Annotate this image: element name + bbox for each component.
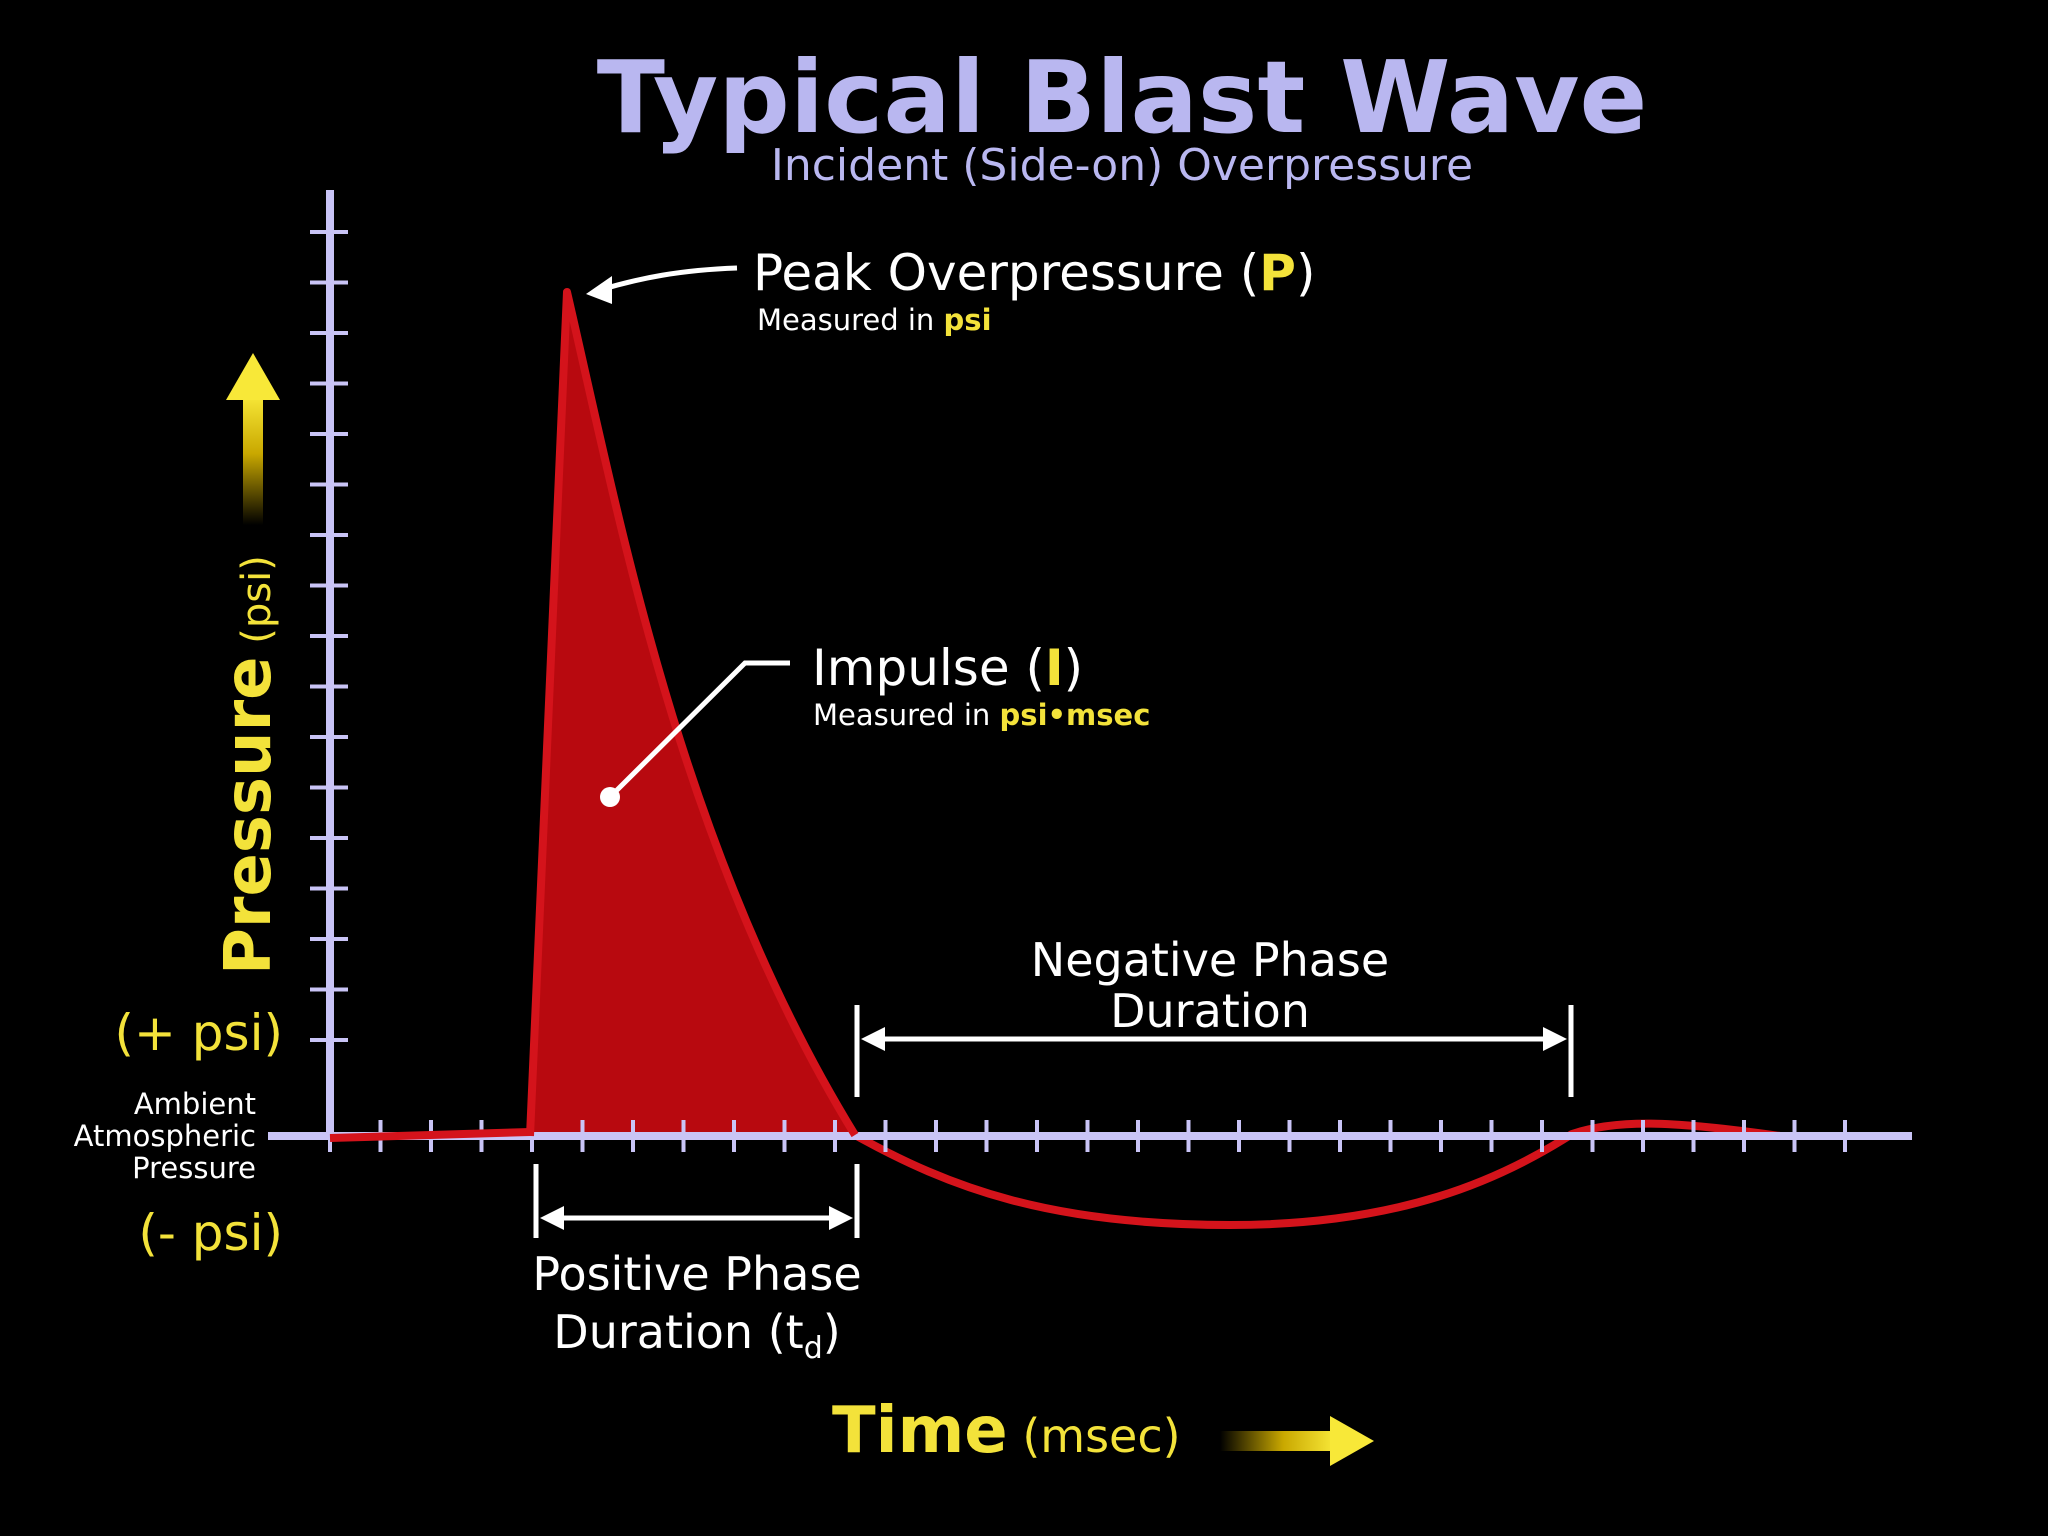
peak-pointer-line xyxy=(599,265,738,293)
impulse-marker-dot xyxy=(600,787,620,807)
positive-phase-line2: Duration (td) xyxy=(553,1305,840,1366)
ambient-label-line3: Pressure xyxy=(132,1151,256,1185)
peak-note: Measured in psi xyxy=(757,303,992,337)
negative-phase-line1: Negative Phase xyxy=(1031,933,1389,987)
peak-note-prefix: Measured in xyxy=(757,303,934,337)
impulse-note-unit: psi•msec xyxy=(1000,698,1151,732)
x-axis-label: Time xyxy=(832,1394,1008,1468)
impulse-symbol-letter: I xyxy=(1045,639,1064,697)
positive-phase-right-arrowhead-icon xyxy=(829,1206,853,1230)
positive-phase-line2-prefix: Duration (t xyxy=(553,1305,803,1359)
arrow-up-icon-shaft xyxy=(243,395,263,525)
positive-phase-left-arrowhead-icon xyxy=(540,1206,564,1230)
peak-symbol-open: ( xyxy=(1240,244,1260,302)
peak-arrowhead-icon xyxy=(586,276,612,304)
positive-psi-label: (+ psi) xyxy=(115,1004,283,1062)
impulse-label: Impulse (I) xyxy=(812,639,1083,697)
x-axis-unit: (msec) xyxy=(1022,1409,1180,1463)
impulse-label-text: Impulse xyxy=(812,639,1010,697)
y-axis-label: Pressure xyxy=(212,656,286,975)
y-axis-title: Pressure (psi) xyxy=(212,555,286,975)
y-axis-ticks xyxy=(310,230,348,1042)
ambient-label-line2: Atmospheric xyxy=(74,1119,256,1153)
peak-annotation: Peak Overpressure (P) Measured in psi xyxy=(586,244,1315,337)
impulse-note: Measured in psi•msec xyxy=(813,698,1150,732)
negative-phase-curve xyxy=(853,1119,1781,1230)
impulse-annotation: Impulse (I) Measured in psi•msec xyxy=(600,639,1150,807)
arrow-right-icon-shaft xyxy=(1220,1431,1335,1451)
positive-phase-line1: Positive Phase xyxy=(532,1247,861,1301)
peak-label: Peak Overpressure (P) xyxy=(753,244,1315,302)
pre-arrival-curve xyxy=(329,1128,531,1142)
chart-subtitle: Incident (Side-on) Overpressure xyxy=(771,140,1473,191)
impulse-symbol-open: ( xyxy=(1026,639,1046,697)
peak-label-text: Peak Overpressure xyxy=(753,244,1224,302)
negative-psi-label: (- psi) xyxy=(138,1204,283,1262)
positive-phase-subscript: d xyxy=(804,1331,823,1366)
peak-note-unit: psi xyxy=(944,303,992,337)
negative-phase-right-arrowhead-icon xyxy=(1543,1027,1567,1051)
arrow-up-icon xyxy=(226,353,280,400)
impulse-pointer-line xyxy=(610,660,790,797)
positive-phase-curve xyxy=(526,288,859,1138)
peak-symbol-letter: P xyxy=(1259,244,1296,302)
peak-symbol-close: ) xyxy=(1296,244,1316,302)
x-axis-title: Time (msec) xyxy=(832,1394,1181,1468)
negative-phase-line2: Duration xyxy=(1110,984,1310,1038)
ambient-label-line1: Ambient xyxy=(134,1087,256,1121)
negative-phase-left-arrowhead-icon xyxy=(861,1027,885,1051)
x-axis-ticks xyxy=(328,1120,1847,1152)
positive-phase-line2-suffix: ) xyxy=(823,1305,841,1359)
negative-phase-bracket: Negative Phase Duration xyxy=(854,933,1574,1097)
y-axis-unit: (psi) xyxy=(234,555,280,644)
impulse-symbol-close: ) xyxy=(1064,639,1084,697)
impulse-note-prefix: Measured in xyxy=(813,698,990,732)
arrow-right-icon xyxy=(1330,1416,1374,1466)
chart-title: Typical Blast Wave xyxy=(597,39,1648,156)
positive-phase-bracket: Positive Phase Duration (td) xyxy=(532,1164,862,1366)
